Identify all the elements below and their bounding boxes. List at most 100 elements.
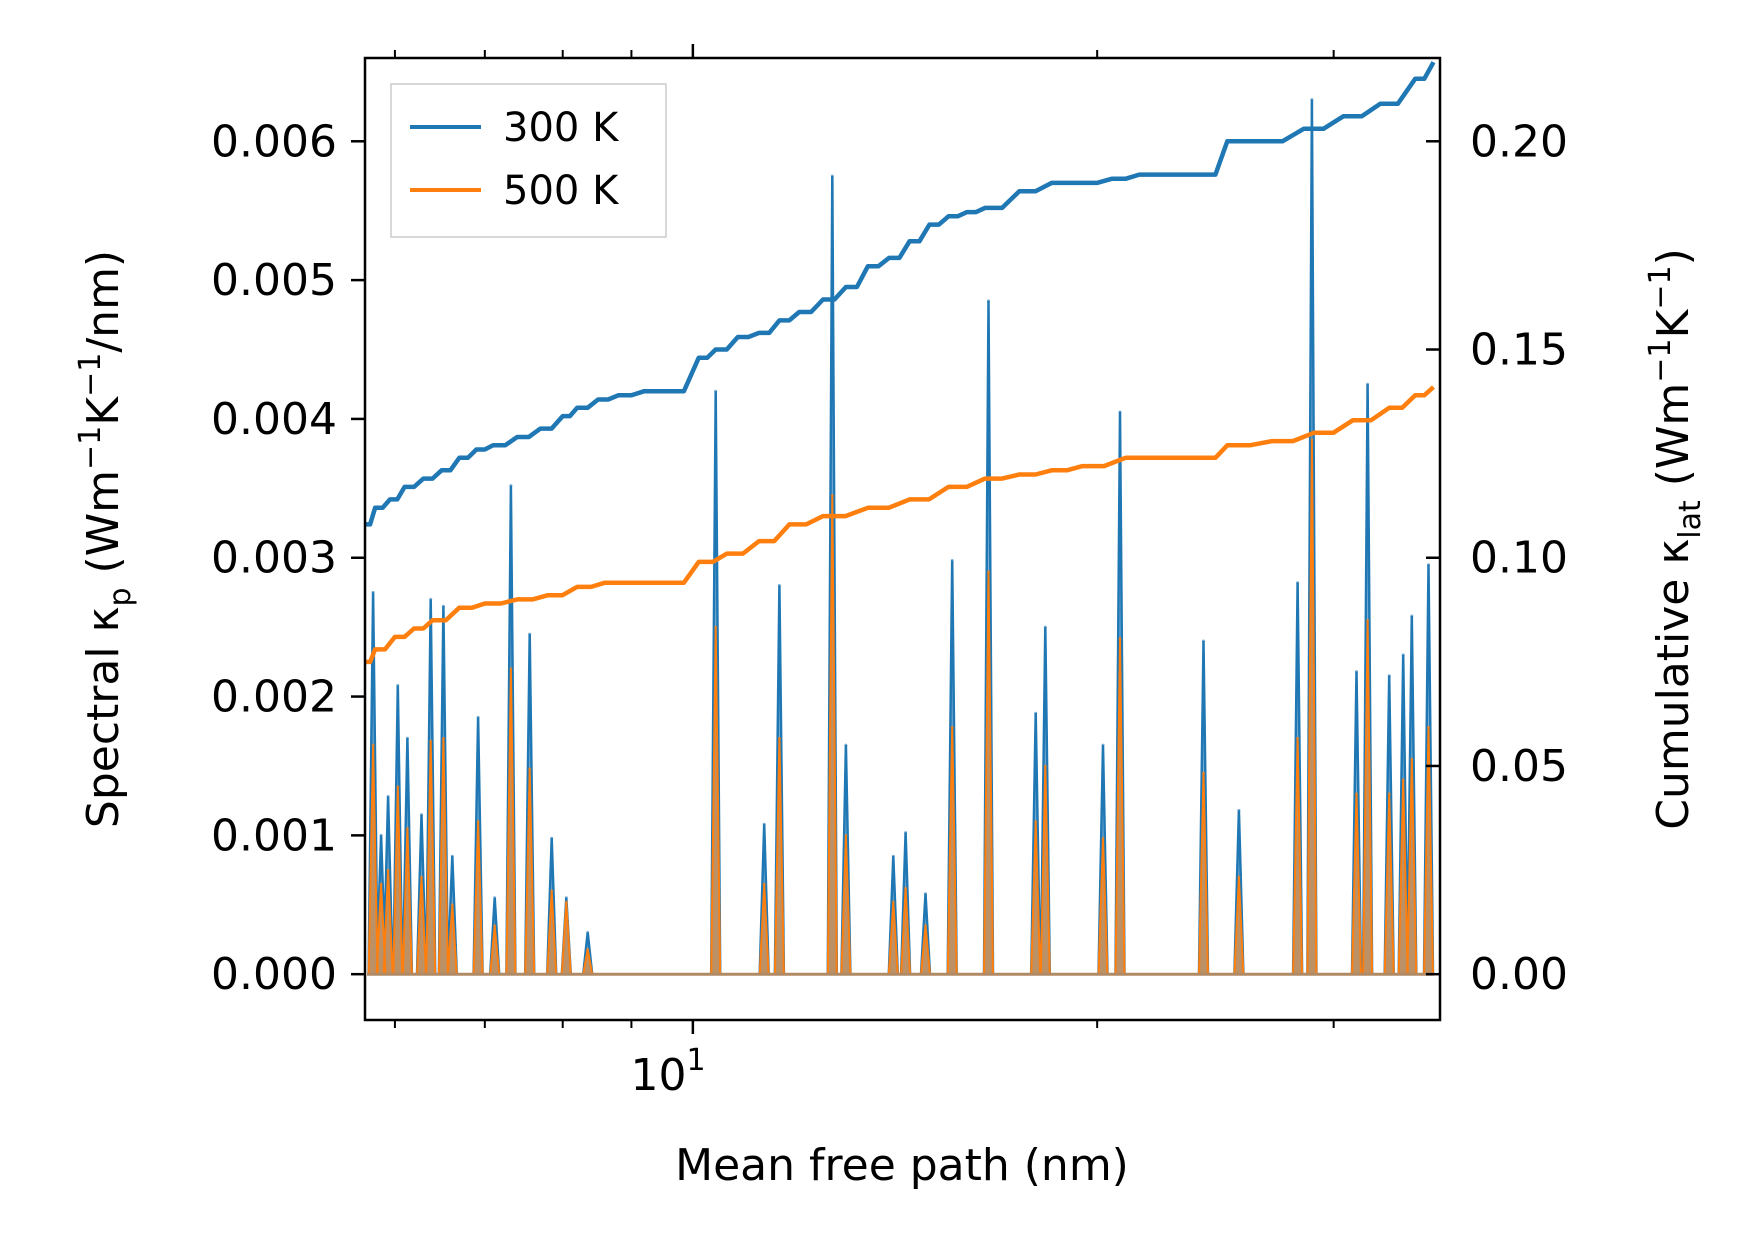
spectral-peak-300k	[762, 822, 766, 826]
spectral-peak-500k	[476, 820, 480, 823]
cumulative-line-500k	[365, 385, 1436, 665]
plot-frame	[363, 56, 1442, 1022]
spectral-peak-500k	[396, 785, 400, 789]
legend-label-500k: 500 K	[503, 168, 620, 214]
spectral-peak-300k	[777, 584, 781, 587]
left-tick-label: 0.004	[211, 394, 337, 445]
left-tick-label: 0.002	[211, 672, 337, 723]
spectral-peak-500k	[762, 882, 766, 886]
spectral-peak-300k	[891, 854, 895, 858]
spectral-peak-300k	[476, 715, 480, 719]
spectral-peak-300k	[1355, 670, 1358, 674]
spectral-peak-500k	[714, 625, 718, 629]
spectral-peak-500k	[528, 767, 532, 771]
spectral-peak-300k	[987, 299, 990, 303]
spectral-peak-300k	[1427, 563, 1430, 567]
spectral-peak-300k	[386, 795, 390, 798]
spectral-peak-300k	[441, 604, 445, 608]
spectral-peak-300k	[830, 174, 834, 178]
spectral-peak-500k	[844, 833, 848, 837]
spectral-peak-300k	[509, 484, 513, 488]
cumulative-layer	[365, 61, 1436, 665]
spectral-peak-300k	[1118, 410, 1122, 414]
spectral-peak-500k	[1202, 771, 1205, 775]
spectral-peak-500k	[777, 736, 781, 740]
spectral-peak-300k	[1401, 653, 1405, 657]
spectral-peak-300k	[1034, 711, 1038, 715]
spectral-peak-500k	[420, 875, 423, 879]
right-tick-label: 0.15	[1470, 325, 1568, 376]
legend-label-300k: 300 K	[503, 105, 620, 151]
spectral-peak-300k	[950, 559, 954, 562]
left-tick-label: 0.003	[211, 533, 337, 584]
spectral-peak-500k	[1427, 725, 1430, 729]
spectral-peak-300k	[1410, 614, 1414, 618]
spectral-peak-300k	[1202, 639, 1205, 643]
spectral-peak-300k	[564, 896, 568, 900]
left-tick-label: 0.000	[211, 949, 337, 1000]
spectral-peak-300k	[379, 833, 383, 837]
spectral-peak-300k	[550, 836, 554, 840]
spectral-peak-500k	[493, 924, 497, 928]
left-axis-ticks: 0.000 0.001 0.002 0.003 0.004 0.005 0.006	[211, 116, 365, 1000]
spectral-peak-500k	[386, 868, 390, 872]
spectral-peak-300k	[528, 632, 532, 636]
spectral-peak-300k	[1387, 674, 1391, 678]
spectral-peak-500k	[509, 667, 513, 671]
spectral-peak-300k	[844, 743, 848, 747]
spectral-peak-500k	[1355, 792, 1358, 796]
x-axis-ticks	[393, 44, 1335, 1034]
spectral-peak-500k	[550, 889, 554, 893]
right-axis-ticks: 0.00 0.05 0.10 0.15 0.20	[1426, 116, 1568, 1000]
x-axis-title: Mean free path (nm)	[675, 1140, 1129, 1191]
spectral-peak-300k	[1296, 581, 1300, 585]
right-tick-label: 0.00	[1470, 949, 1568, 1000]
spectral-peak-500k	[429, 739, 433, 743]
spectral-peak-500k	[1034, 820, 1038, 823]
left-axis-title: Spectral κp (Wm−1K−1/nm)	[73, 250, 138, 828]
spectral-peak-300k	[396, 684, 400, 687]
spectral-peak-500k	[830, 493, 834, 497]
right-tick-label: 0.05	[1470, 741, 1568, 792]
spectral-peak-500k	[950, 725, 954, 729]
spectral-peak-500k	[379, 882, 383, 886]
spectral-peak-500k	[450, 903, 454, 907]
spectral-peak-500k	[1101, 836, 1105, 840]
left-tick-label: 0.001	[211, 810, 337, 861]
spectral-layer	[367, 98, 1435, 976]
spectral-peak-500k	[1366, 618, 1370, 622]
spectral-peak-300k	[420, 813, 423, 817]
spectral-peak-500k	[1118, 636, 1122, 640]
spectral-peak-500k	[441, 736, 445, 740]
spectral-peak-300k	[904, 831, 908, 835]
spectral-peak-300k	[714, 389, 718, 393]
spectral-peak-500k	[405, 826, 409, 830]
spectral-peak-500k	[1401, 778, 1405, 782]
spectral-peak-500k	[1387, 792, 1391, 796]
spectral-peak-300k	[1310, 98, 1314, 102]
left-tick-label: 0.005	[211, 255, 337, 306]
spectral-500k-area	[367, 439, 1434, 976]
spectral-peak-300k	[924, 892, 927, 896]
spectral-peak-500k	[371, 743, 375, 747]
spectral-peak-300k	[405, 736, 409, 740]
spectral-peak-500k	[1237, 875, 1241, 879]
spectral-peak-300k	[1237, 808, 1241, 812]
spectral-peak-300k	[493, 896, 497, 900]
spectral-peak-500k	[904, 886, 908, 890]
spectral-peak-300k	[1366, 382, 1370, 386]
spectral-peak-500k	[1310, 438, 1314, 442]
cumulative-line-300k	[365, 61, 1436, 527]
spectral-peak-300k	[1043, 625, 1047, 629]
right-axis-title: Cumulative κlat (Wm−1K−1)	[1643, 248, 1708, 830]
spectral-peak-500k	[1410, 757, 1414, 761]
spectral-peak-500k	[1296, 736, 1300, 740]
spectral-peak-500k	[564, 900, 568, 904]
spectral-peak-500k	[987, 570, 990, 574]
spectral-peak-500k	[586, 947, 590, 951]
spectral-peak-300k	[371, 590, 375, 594]
x-tick-label-10: 101	[630, 1043, 705, 1101]
spectral-peak-500k	[924, 924, 927, 928]
legend-box	[390, 83, 667, 238]
spectral-peak-300k	[450, 854, 454, 858]
